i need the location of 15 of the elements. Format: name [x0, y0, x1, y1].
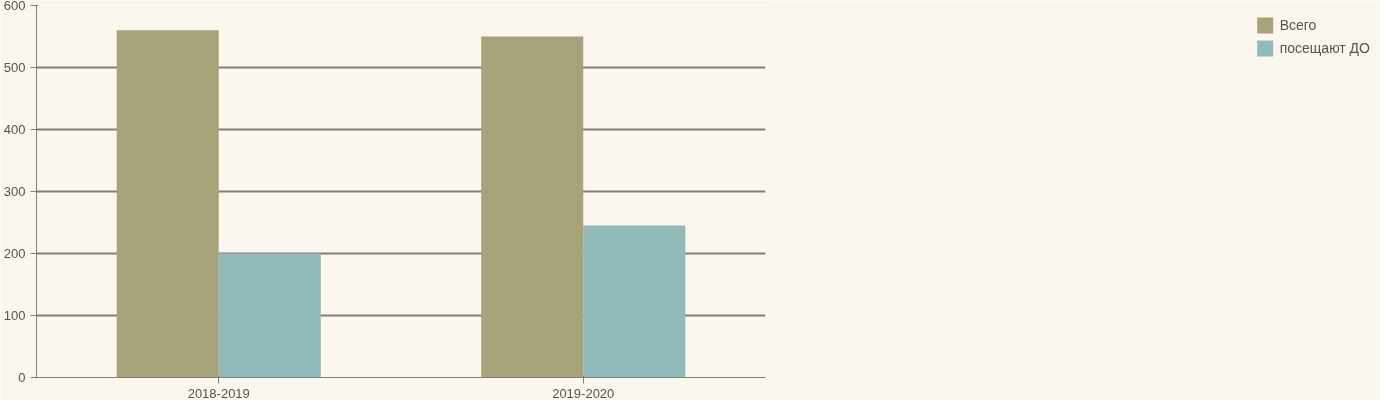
bar — [583, 225, 686, 378]
bar — [218, 253, 321, 378]
legend-label: Всего — [1279, 17, 1317, 33]
y-tick-label: 600 — [3, 0, 26, 13]
bar — [116, 30, 219, 378]
y-tick-label: 400 — [3, 122, 26, 137]
y-tick-label: 0 — [18, 370, 26, 385]
bar — [481, 36, 584, 378]
x-tick-label: 2018-2019 — [187, 385, 250, 401]
y-tick-label: 300 — [3, 184, 26, 199]
y-tick-label: 100 — [3, 308, 26, 323]
y-tick-label: 500 — [3, 60, 26, 75]
legend-label: посещают ДО — [1279, 40, 1370, 56]
y-tick-label: 200 — [3, 246, 26, 261]
x-tick-label: 2019-2020 — [552, 385, 615, 401]
